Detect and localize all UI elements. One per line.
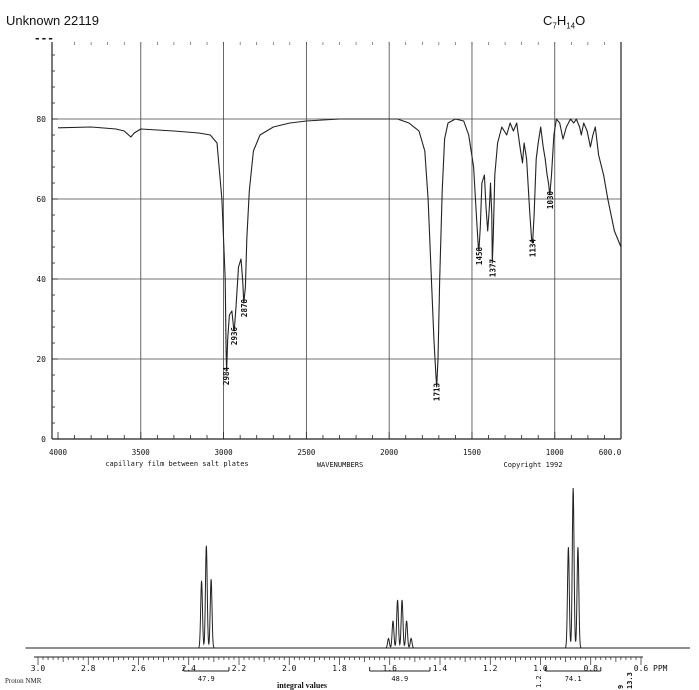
nmr-integral-value: 47.9 bbox=[198, 675, 215, 683]
nmr-x-tick-label: 2.6 bbox=[131, 664, 146, 673]
ir-x-tick-label: 3000 bbox=[215, 448, 234, 457]
nmr-integral-value: 74.1 bbox=[565, 675, 582, 683]
molecular-formula: C7H14O bbox=[543, 13, 585, 31]
formula-h-count: 14 bbox=[566, 21, 576, 31]
nmr-x-tick-label: 0.6 bbox=[634, 664, 649, 673]
formula-c-count: 7 bbox=[552, 21, 557, 31]
nmr-edge-label: 1.2 bbox=[535, 675, 543, 688]
ir-peak-label: 2936 bbox=[230, 327, 239, 346]
ir-peak-label: 1134 bbox=[529, 239, 538, 258]
ir-y-tick-label: 20 bbox=[36, 355, 46, 364]
formula-c: C bbox=[543, 13, 553, 28]
ir-peak-label: 1377 bbox=[488, 259, 497, 277]
ir-spectrum-chart: 0 20 40 60 80 4000 3500 3000 2500 2000 1500 1000 600… bbox=[36, 42, 622, 469]
nmr-x-tick-label: 1.6 bbox=[383, 664, 398, 673]
nmr-x-tick-label: 1.4 bbox=[433, 664, 448, 673]
ir-x-end-label: 600.0 bbox=[599, 448, 622, 457]
nmr-x-tick-label: 3.0 bbox=[31, 664, 46, 673]
nmr-x-tick-label: 1.2 bbox=[483, 664, 498, 673]
ir-x-tick-label: 1500 bbox=[463, 448, 482, 457]
nmr-x-tick-label: 0.8 bbox=[584, 664, 599, 673]
ir-peak-label: 1030 bbox=[546, 191, 555, 210]
nmr-integral-value: 48.9 bbox=[391, 675, 408, 683]
ir-peak-label: 2878 bbox=[240, 299, 249, 318]
ir-x-tick-label: 3500 bbox=[132, 448, 151, 457]
nmr-x-tick-label: 2.0 bbox=[282, 664, 297, 673]
ir-peak-label: 2984 bbox=[222, 367, 231, 386]
ir-x-tick-label: 1000 bbox=[546, 448, 565, 457]
nmr-x-tick-label: 2.8 bbox=[81, 664, 96, 673]
formula-o: O bbox=[575, 13, 586, 28]
ir-x-tick-label: 4000 bbox=[49, 448, 68, 457]
nmr-integral-caption: integral values bbox=[277, 681, 327, 690]
ir-peak-label: 1458 bbox=[475, 247, 484, 266]
formula-h: H bbox=[556, 13, 567, 28]
ir-x-axis-label: WAVENUMBERS bbox=[317, 461, 363, 469]
ir-x-tick-label: 2000 bbox=[380, 448, 399, 457]
ir-copyright: Copyright 1992 bbox=[503, 461, 562, 469]
nmr-x-tick-label: 1.0 bbox=[533, 664, 548, 673]
ir-y-tick-label: 0 bbox=[41, 435, 46, 444]
ir-sample-note: capillary film between salt plates bbox=[105, 460, 248, 468]
ir-y-tick-label: 40 bbox=[36, 275, 46, 284]
nmr-x-tick-label: 2.2 bbox=[232, 664, 247, 673]
nmr-x-axis-label: PPM bbox=[653, 664, 668, 673]
nmr-x-tick-label: 1.8 bbox=[332, 664, 347, 673]
nmr-proton-label: Proton NMR bbox=[5, 677, 42, 685]
nmr-edge-label: 9 bbox=[617, 685, 625, 689]
nmr-x-tick-label: 2.4 bbox=[182, 664, 197, 673]
unknown-title: Unknown 22119 bbox=[6, 13, 99, 28]
nmr-edge-label: 13.3 bbox=[626, 672, 634, 689]
ir-peak-label: 1713 bbox=[433, 383, 442, 402]
ir-transmittance-trace bbox=[57, 118, 622, 388]
ir-y-tick-label: 80 bbox=[36, 115, 46, 124]
ir-y-tick-label: 60 bbox=[36, 195, 46, 204]
nmr-spectrum-trace bbox=[25, 487, 662, 649]
ir-x-tick-label: 2500 bbox=[297, 448, 316, 457]
dash-marker: --- bbox=[34, 32, 54, 45]
